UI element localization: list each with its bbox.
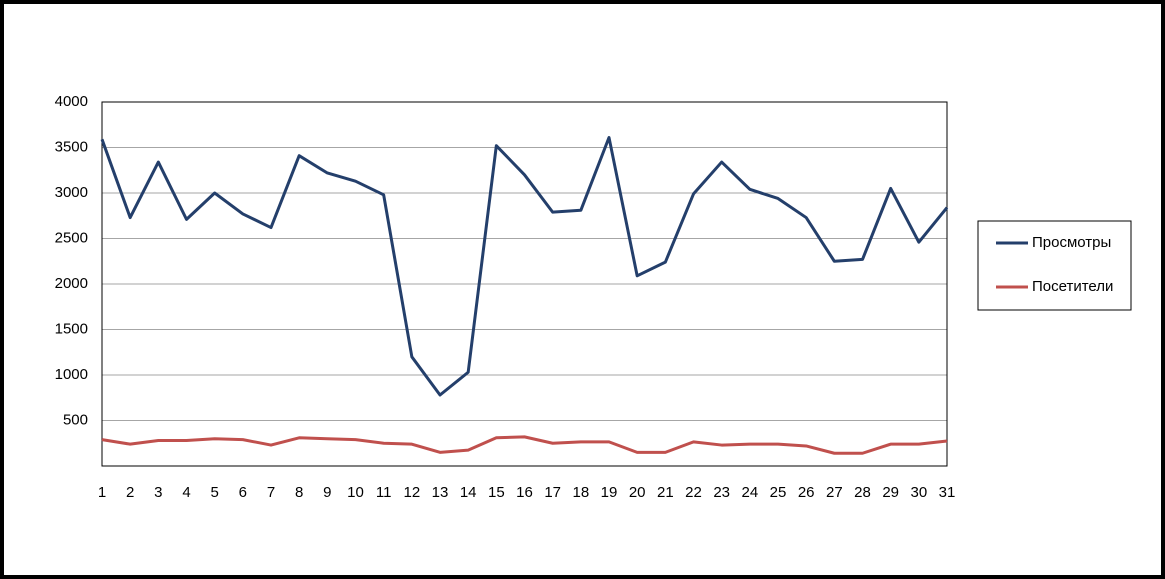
x-tick-label: 18 bbox=[572, 484, 589, 501]
data-line bbox=[100, 135, 949, 397]
x-tick-label: 22 bbox=[685, 484, 702, 501]
x-tick-label: 21 bbox=[657, 484, 674, 501]
legend-label: Просмотры bbox=[1032, 234, 1111, 251]
x-tick-label: 4 bbox=[182, 484, 190, 501]
x-tick-label: 20 bbox=[629, 484, 646, 501]
x-tick-label: 7 bbox=[267, 484, 275, 501]
x-tick-label: 24 bbox=[741, 484, 758, 501]
x-tick-label: 30 bbox=[910, 484, 927, 501]
y-tick-label: 4000 bbox=[55, 93, 88, 110]
x-tick-label: 2 bbox=[126, 484, 134, 501]
x-tick-label: 26 bbox=[798, 484, 815, 501]
x-tick-label: 6 bbox=[239, 484, 247, 501]
x-tick-label: 14 bbox=[460, 484, 477, 501]
x-tick-label: 8 bbox=[295, 484, 303, 501]
x-tick-label: 9 bbox=[323, 484, 331, 501]
y-tick-label: 500 bbox=[63, 411, 88, 428]
x-tick-label: 27 bbox=[826, 484, 843, 501]
legend-frame bbox=[977, 220, 1132, 311]
x-tick-label: 12 bbox=[403, 484, 420, 501]
x-tick-label: 10 bbox=[347, 484, 364, 501]
x-tick-label: 5 bbox=[210, 484, 218, 501]
y-tick-label: 3000 bbox=[55, 184, 88, 201]
y-tick-label: 2500 bbox=[55, 229, 88, 246]
x-tick-label: 3 bbox=[154, 484, 162, 501]
x-tick-label: 17 bbox=[544, 484, 561, 501]
data-line bbox=[101, 435, 948, 455]
x-tick-label: 15 bbox=[488, 484, 505, 501]
y-tick-label: 2000 bbox=[55, 275, 88, 292]
x-tick-label: 23 bbox=[713, 484, 730, 501]
x-tick-label: 31 bbox=[939, 484, 956, 501]
x-tick-label: 13 bbox=[432, 484, 449, 501]
y-tick-label: 3500 bbox=[55, 138, 88, 155]
x-tick-label: 16 bbox=[516, 484, 533, 501]
x-tick-label: 19 bbox=[601, 484, 618, 501]
y-tick-label: 1000 bbox=[55, 366, 88, 383]
legend-label: Посетители bbox=[1032, 278, 1113, 295]
x-tick-label: 25 bbox=[770, 484, 787, 501]
x-tick-label: 29 bbox=[882, 484, 899, 501]
x-tick-label: 28 bbox=[854, 484, 871, 501]
plot-frame bbox=[101, 101, 948, 467]
y-tick-label: 1500 bbox=[55, 320, 88, 337]
x-tick-label: 11 bbox=[376, 484, 392, 501]
x-tick-label: 1 bbox=[98, 484, 106, 501]
